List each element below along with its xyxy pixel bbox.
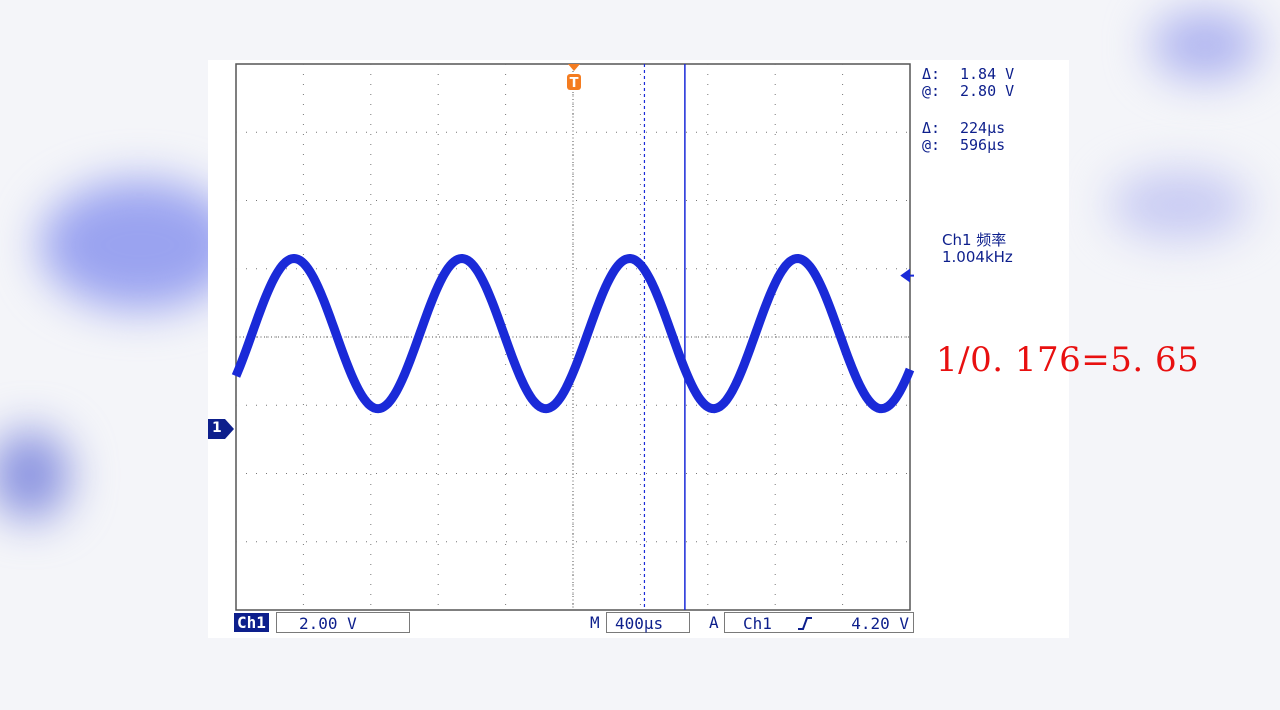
at-label: @: (922, 82, 941, 100)
frequency-measurement: Ch1 频率 1.004kHz (942, 232, 1013, 266)
oscilloscope-screen: T 1 Δ: 1.84 V @: 2.80 V Δ: 224µs @: 596µs Ch… (208, 60, 1199, 638)
trigger-marker-icon: T (567, 64, 581, 91)
handwritten-annotation: 1/0. 176=5. 65 (936, 340, 1200, 380)
at-time: 596µs (960, 136, 1006, 154)
channel-label: Ch1 (234, 613, 269, 632)
measurement-value: 1.004kHz (942, 248, 1013, 266)
delta-label: Δ: (922, 65, 941, 83)
timebase-mode: M (590, 613, 600, 632)
trigger-source: Ch1 (743, 614, 772, 633)
rising-edge-icon (798, 617, 812, 630)
trigger-mode: A (709, 613, 719, 632)
background-blob (1110, 170, 1250, 240)
channel-marker-label: 1 (212, 420, 222, 436)
delta-time: 224µs (960, 119, 1006, 137)
channel-badge[interactable]: Ch1 (234, 612, 269, 633)
graticule (231, 63, 915, 611)
amplitude-cursor-readout: Δ: 1.84 V @: 2.80 V (922, 66, 1014, 100)
background-blob (40, 180, 240, 310)
ch1-waveform-trace (231, 254, 915, 414)
time-per-div-box[interactable]: 400µs (606, 612, 690, 633)
delta-label: Δ: (922, 119, 941, 137)
background-blob (1150, 10, 1260, 80)
delta-voltage: 1.84 V (960, 65, 1015, 83)
at-voltage: 2.80 V (960, 82, 1015, 100)
trigger-level-arrow-icon (900, 268, 914, 283)
time-cursor-readout: Δ: 224µs @: 596µs (922, 120, 1005, 154)
background-blob (0, 430, 70, 520)
channel-1-marker: 1 (208, 419, 234, 439)
volts-per-div-box[interactable]: 2.00 V (276, 612, 410, 633)
channel-marker-icon (208, 419, 234, 439)
at-label: @: (922, 136, 941, 154)
trigger-level: 4.20 V (851, 614, 909, 633)
trigger-marker-label: T (570, 76, 579, 91)
measurement-label: Ch1 频率 (942, 231, 1007, 249)
trigger-settings-box[interactable]: Ch1 4.20 V (724, 612, 914, 633)
